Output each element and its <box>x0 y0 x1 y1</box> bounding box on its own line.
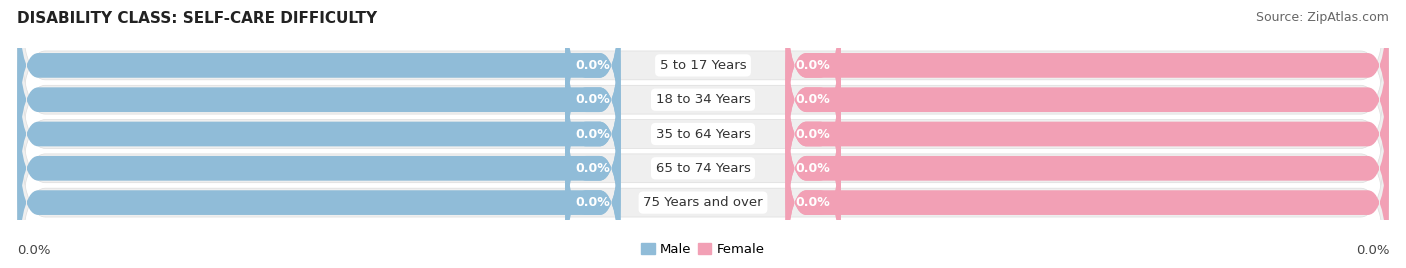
FancyBboxPatch shape <box>17 0 1389 188</box>
FancyBboxPatch shape <box>17 78 620 259</box>
FancyBboxPatch shape <box>17 0 1389 222</box>
FancyBboxPatch shape <box>565 9 620 190</box>
FancyBboxPatch shape <box>17 9 620 190</box>
Text: 0.0%: 0.0% <box>796 162 831 175</box>
Text: 0.0%: 0.0% <box>575 196 610 209</box>
FancyBboxPatch shape <box>17 0 620 156</box>
FancyBboxPatch shape <box>17 11 1389 257</box>
Text: 0.0%: 0.0% <box>17 244 51 257</box>
Text: 0.0%: 0.0% <box>796 128 831 140</box>
FancyBboxPatch shape <box>786 43 1389 225</box>
FancyBboxPatch shape <box>565 43 620 225</box>
FancyBboxPatch shape <box>786 112 841 268</box>
FancyBboxPatch shape <box>786 78 1389 259</box>
FancyBboxPatch shape <box>17 43 620 225</box>
FancyBboxPatch shape <box>17 112 620 268</box>
Text: 75 Years and over: 75 Years and over <box>643 196 763 209</box>
FancyBboxPatch shape <box>786 112 1389 268</box>
Text: 0.0%: 0.0% <box>796 93 831 106</box>
FancyBboxPatch shape <box>565 112 620 268</box>
FancyBboxPatch shape <box>786 9 841 190</box>
Text: 0.0%: 0.0% <box>575 59 610 72</box>
FancyBboxPatch shape <box>565 78 620 259</box>
Legend: Male, Female: Male, Female <box>636 238 770 261</box>
Text: 65 to 74 Years: 65 to 74 Years <box>655 162 751 175</box>
FancyBboxPatch shape <box>786 43 841 225</box>
FancyBboxPatch shape <box>786 78 841 259</box>
FancyBboxPatch shape <box>786 0 841 156</box>
FancyBboxPatch shape <box>17 80 1389 268</box>
FancyBboxPatch shape <box>17 46 1389 268</box>
Text: 0.0%: 0.0% <box>575 93 610 106</box>
Text: Source: ZipAtlas.com: Source: ZipAtlas.com <box>1256 11 1389 24</box>
Text: 35 to 64 Years: 35 to 64 Years <box>655 128 751 140</box>
Text: 0.0%: 0.0% <box>796 59 831 72</box>
Text: 0.0%: 0.0% <box>1355 244 1389 257</box>
Text: 18 to 34 Years: 18 to 34 Years <box>655 93 751 106</box>
Text: 0.0%: 0.0% <box>575 128 610 140</box>
Text: 0.0%: 0.0% <box>575 162 610 175</box>
FancyBboxPatch shape <box>786 9 1389 190</box>
FancyBboxPatch shape <box>786 0 1389 156</box>
Text: 5 to 17 Years: 5 to 17 Years <box>659 59 747 72</box>
Text: 0.0%: 0.0% <box>796 196 831 209</box>
FancyBboxPatch shape <box>565 0 620 156</box>
Text: DISABILITY CLASS: SELF-CARE DIFFICULTY: DISABILITY CLASS: SELF-CARE DIFFICULTY <box>17 11 377 26</box>
